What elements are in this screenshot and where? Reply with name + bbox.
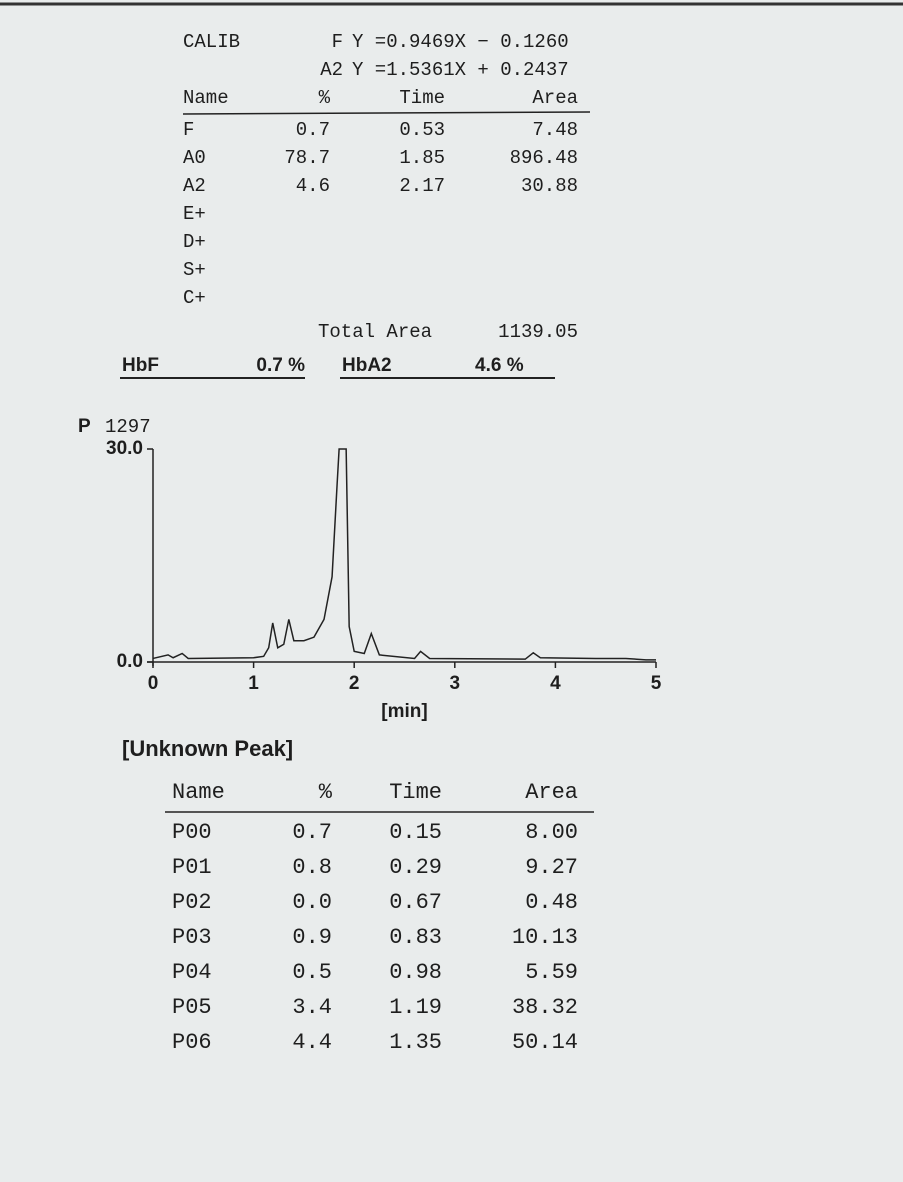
- cell: P02: [172, 890, 212, 915]
- calib-label: CALIB: [183, 31, 240, 53]
- column-header: %: [319, 87, 331, 109]
- printout: CALIB F Y =0.9469X − 0.1260 A2 Y =1.5361X + …: [0, 0, 903, 1182]
- column-header: Name: [183, 87, 229, 109]
- summary-label: HbA2: [342, 355, 392, 376]
- cell: 0.0: [292, 890, 332, 915]
- cell: F: [183, 119, 194, 141]
- cell: 7.48: [532, 119, 578, 141]
- cell: 1.35: [389, 1030, 442, 1055]
- x-tick-label: 2: [349, 673, 360, 694]
- equation-name: F: [332, 31, 343, 53]
- cell: S+: [183, 259, 206, 281]
- x-tick-label: 0: [148, 673, 159, 694]
- cell: 0.7: [292, 820, 332, 845]
- cell: 0.83: [389, 925, 442, 950]
- cell: A0: [183, 147, 206, 169]
- equation-name: A2: [320, 59, 343, 81]
- summary-label: HbF: [122, 355, 159, 376]
- cell: 0.98: [389, 960, 442, 985]
- cell: A2: [183, 175, 206, 197]
- column-header: %: [319, 780, 333, 805]
- summary-value: 0.7 %: [256, 355, 305, 376]
- cell: 0.15: [389, 820, 442, 845]
- x-tick-label: 1: [248, 673, 259, 694]
- cell: 0.8: [292, 855, 332, 880]
- column-header: Area: [532, 87, 578, 109]
- cell: 50.14: [512, 1030, 578, 1055]
- cell: 0.53: [399, 119, 445, 141]
- cell: 0.7: [296, 119, 330, 141]
- cell: C+: [183, 287, 206, 309]
- cell: 0.67: [389, 890, 442, 915]
- column-header: Name: [172, 780, 225, 805]
- cell: 896.48: [510, 147, 578, 169]
- x-tick-label: 3: [450, 673, 461, 694]
- cell: D+: [183, 231, 206, 253]
- equation-formula: Y =1.5361X + 0.2437: [352, 59, 569, 81]
- column-header: Time: [399, 87, 445, 109]
- total-label: Total Area: [318, 321, 432, 343]
- cell: P00: [172, 820, 212, 845]
- cell: 8.00: [525, 820, 578, 845]
- table-title: [Unknown Peak]: [122, 736, 293, 761]
- cell: 4.4: [292, 1030, 332, 1055]
- cell: 4.6: [296, 175, 330, 197]
- x-tick-label: 5: [651, 673, 662, 694]
- page: CALIB F Y =0.9469X − 0.1260 A2 Y =1.5361X + …: [0, 0, 903, 1182]
- summary-value: 4.6 %: [475, 355, 524, 376]
- cell: 1.85: [399, 147, 445, 169]
- cell: 30.88: [521, 175, 578, 197]
- cell: 0.9: [292, 925, 332, 950]
- cell: E+: [183, 203, 206, 225]
- equation-formula: Y =0.9469X − 0.1260: [352, 31, 569, 53]
- x-axis-label: [min]: [381, 701, 427, 722]
- cell: 3.4: [292, 995, 332, 1020]
- cell: 0.29: [389, 855, 442, 880]
- cell: P06: [172, 1030, 212, 1055]
- cell: 0.48: [525, 890, 578, 915]
- x-tick-label: 4: [550, 673, 561, 694]
- cell: P01: [172, 855, 212, 880]
- column-header: Time: [389, 780, 442, 805]
- cell: 10.13: [512, 925, 578, 950]
- cell: 9.27: [525, 855, 578, 880]
- cell: 1.19: [389, 995, 442, 1020]
- cell: 38.32: [512, 995, 578, 1020]
- paper: [0, 0, 903, 1182]
- cell: 78.7: [284, 147, 330, 169]
- chart-marker: P: [78, 416, 91, 437]
- cell: P04: [172, 960, 212, 985]
- chart-title: 1297: [105, 416, 151, 438]
- cell: 0.5: [292, 960, 332, 985]
- y-tick-label: 30.0: [106, 438, 143, 459]
- cell: 2.17: [399, 175, 445, 197]
- cell: P03: [172, 925, 212, 950]
- y-tick-label: 0.0: [117, 651, 143, 672]
- total-value: 1139.05: [498, 321, 578, 343]
- cell: 5.59: [525, 960, 578, 985]
- cell: P05: [172, 995, 212, 1020]
- column-header: Area: [525, 780, 578, 805]
